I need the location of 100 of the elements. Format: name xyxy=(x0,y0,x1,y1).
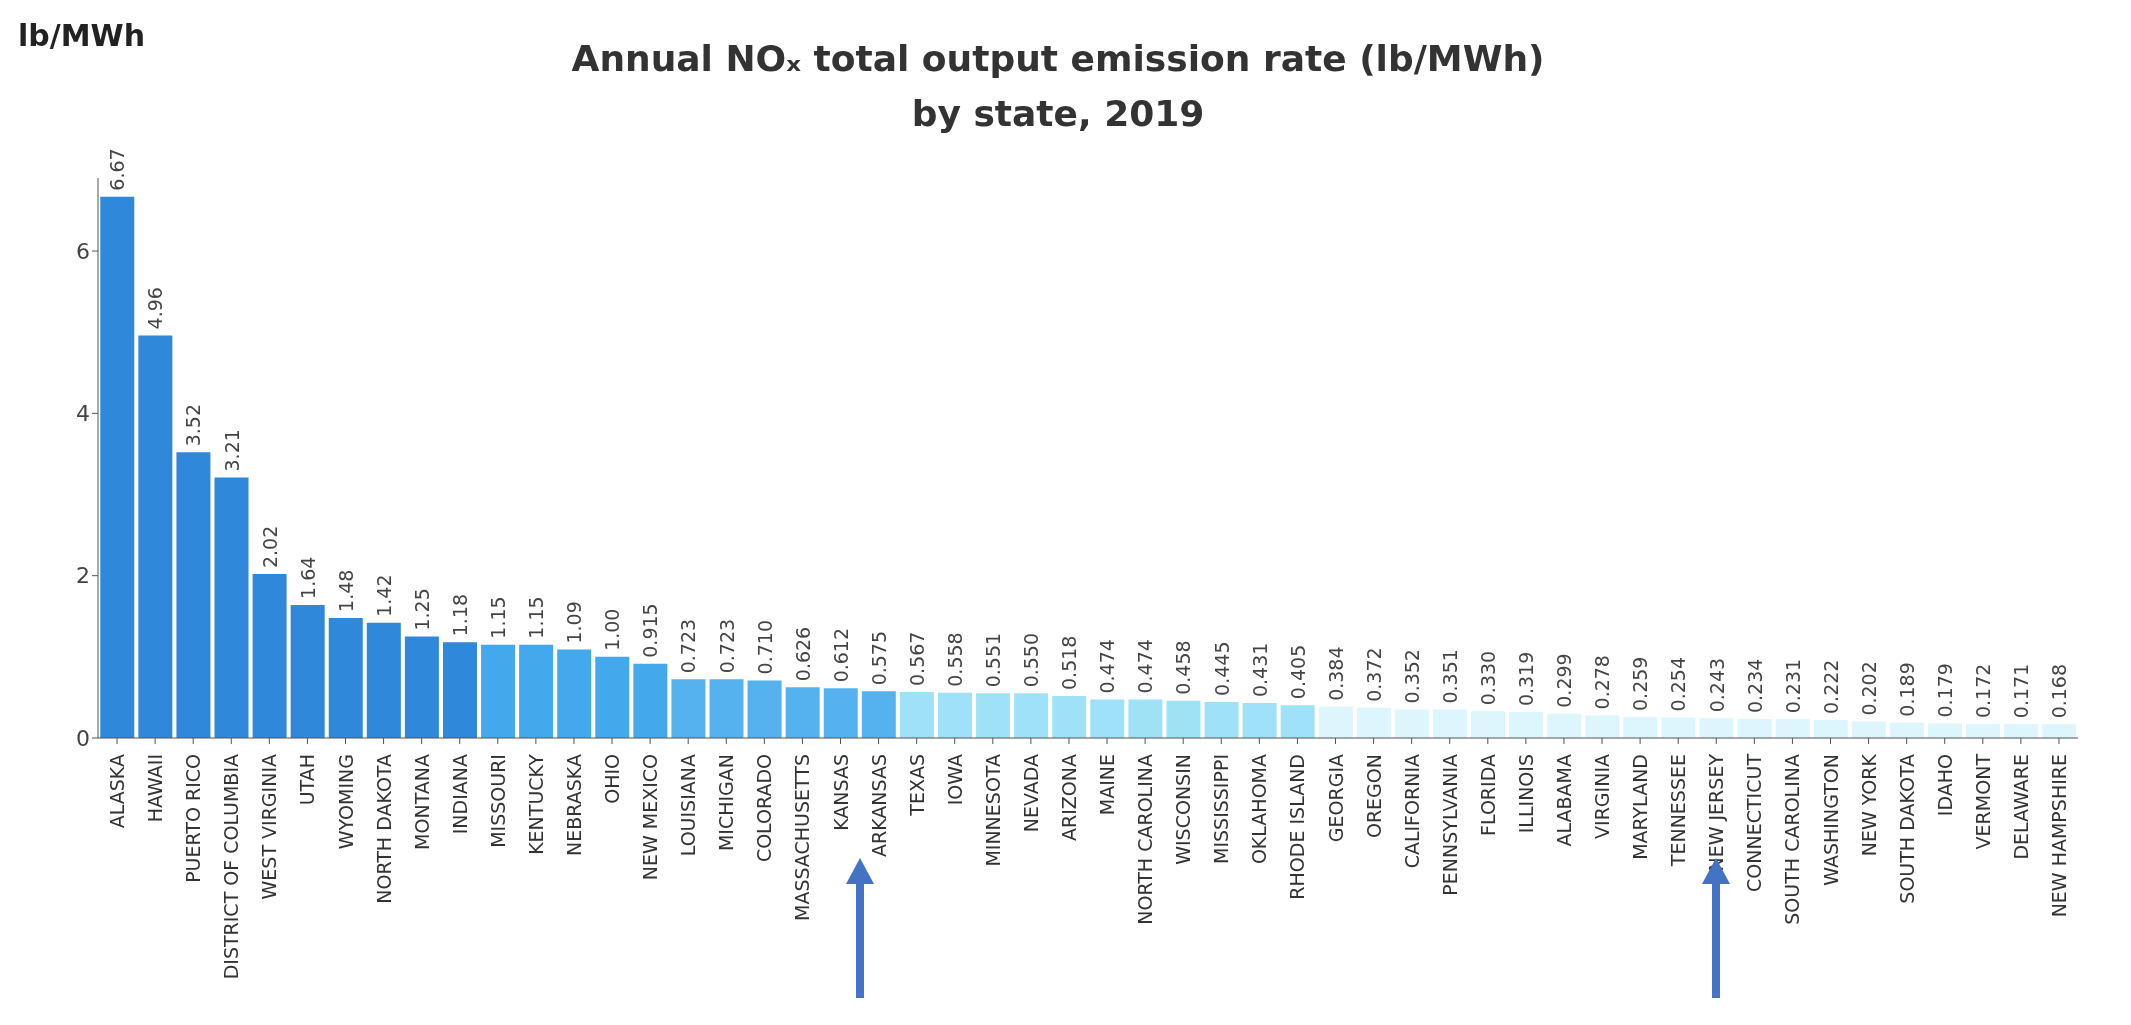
bar xyxy=(1547,713,1582,738)
data-label: 0.330 xyxy=(1477,650,1500,706)
x-tick-label: ARIZONA xyxy=(1057,754,1080,841)
data-label: 0.319 xyxy=(1515,651,1538,707)
bar xyxy=(1356,707,1391,738)
x-tick-label: DELAWARE xyxy=(2009,754,2032,860)
data-label: 0.189 xyxy=(1895,662,1918,717)
data-label: 6.67 xyxy=(106,148,129,191)
data-label: 1.15 xyxy=(487,596,510,639)
bar xyxy=(1737,719,1772,738)
x-tick-label: MICHIGAN xyxy=(715,754,738,852)
data-label: 0.518 xyxy=(1058,635,1081,690)
chart-title: Annual NOₓ total output emission rate (lb/MWh) xyxy=(571,38,1545,79)
data-label: 1.48 xyxy=(334,569,357,612)
data-label: 0.234 xyxy=(1743,658,1766,714)
bar xyxy=(1509,712,1544,738)
data-label: 0.179 xyxy=(1933,663,1956,718)
data-label: 1.18 xyxy=(448,593,471,637)
bar xyxy=(328,617,363,738)
bar xyxy=(404,636,439,738)
data-label: 0.626 xyxy=(791,626,814,682)
x-tick-label: PUERTO RICO xyxy=(182,754,205,883)
x-tick-label: WYOMING xyxy=(334,754,357,850)
bar xyxy=(2042,724,2077,738)
data-label: 1.42 xyxy=(372,574,395,617)
x-tick-label: NEW MEXICO xyxy=(639,754,662,881)
data-label: 0.445 xyxy=(1210,641,1233,696)
x-tick-label: MINNESOTA xyxy=(981,754,1004,867)
bar xyxy=(595,656,630,738)
x-tick-label: GEORGIA xyxy=(1324,754,1347,843)
x-tick-label: VERMONT xyxy=(1971,753,1994,850)
data-label: 0.171 xyxy=(2010,663,2033,719)
bar xyxy=(1966,724,2001,738)
data-label: 0.458 xyxy=(1172,640,1195,695)
bar xyxy=(1889,722,1924,738)
x-tick-label: INDIANA xyxy=(448,754,471,835)
bar xyxy=(1927,723,1962,738)
x-tick-label: MARYLAND xyxy=(1629,754,1652,860)
data-label: 0.567 xyxy=(905,631,928,686)
data-label: 0.243 xyxy=(1705,657,1728,713)
bar xyxy=(1471,711,1506,738)
y-tick-label: 2 xyxy=(76,563,90,589)
data-label: 0.431 xyxy=(1248,642,1271,698)
data-label: 0.351 xyxy=(1438,649,1461,704)
x-tick-label: KENTUCKY xyxy=(524,753,547,855)
x-tick-label: MISSISSIPPI xyxy=(1210,754,1233,864)
data-label: 1.15 xyxy=(525,596,548,639)
bar xyxy=(1280,705,1315,738)
x-tick-label: NEW YORK xyxy=(1857,753,1880,857)
data-label: 1.09 xyxy=(563,601,586,644)
x-tick-label: OKLAHOMA xyxy=(1248,754,1271,865)
y-tick-label: 6 xyxy=(76,238,90,264)
x-tick-label: COLORADO xyxy=(753,754,776,863)
data-label: 0.202 xyxy=(1857,661,1880,716)
x-tick-label: ARKANSAS xyxy=(867,754,890,858)
y-axis-title: lb/MWh xyxy=(18,18,146,53)
x-tick-label: CALIFORNIA xyxy=(1400,754,1423,869)
bar xyxy=(176,452,211,738)
bar xyxy=(519,644,554,738)
x-tick-label: MONTANA xyxy=(410,754,433,850)
x-tick-label: MISSOURI xyxy=(486,754,509,848)
bar xyxy=(1585,715,1620,738)
bar xyxy=(557,649,592,738)
data-label: 4.96 xyxy=(144,287,167,330)
data-label: 0.474 xyxy=(1096,639,1119,694)
bar xyxy=(1318,706,1353,738)
bar xyxy=(481,644,516,738)
bar xyxy=(671,679,706,738)
bar xyxy=(1090,699,1125,738)
x-tick-label: NEBRASKA xyxy=(562,754,585,856)
bar xyxy=(937,692,972,738)
data-label: 1.25 xyxy=(410,588,433,631)
data-label: 0.551 xyxy=(982,632,1005,688)
data-label: 0.254 xyxy=(1667,656,1690,712)
bar xyxy=(976,693,1011,738)
bar xyxy=(1204,701,1239,738)
data-label: 3.21 xyxy=(220,429,243,472)
data-label: 0.405 xyxy=(1286,644,1309,700)
bar xyxy=(100,196,135,738)
data-label: 0.384 xyxy=(1324,646,1347,701)
x-tick-label: TENNESSEE xyxy=(1667,754,1690,868)
x-tick-label: SOUTH DAKOTA xyxy=(1895,754,1918,904)
bar xyxy=(1775,719,1810,738)
bar xyxy=(1014,693,1049,738)
bar xyxy=(1432,709,1467,738)
data-label: 0.915 xyxy=(639,603,662,658)
data-label: 0.474 xyxy=(1134,639,1157,694)
data-label: 0.372 xyxy=(1362,647,1385,702)
x-tick-label: FLORIDA xyxy=(1476,754,1499,836)
data-label: 0.723 xyxy=(715,618,738,674)
data-label: 3.52 xyxy=(182,404,205,447)
data-label: 0.575 xyxy=(867,630,890,686)
x-tick-label: ILLINOIS xyxy=(1514,754,1537,834)
data-label: 1.00 xyxy=(601,608,624,651)
bar xyxy=(1851,721,1886,738)
x-tick-label: DISTRICT OF COLUMBIA xyxy=(220,754,243,980)
bar xyxy=(899,691,934,738)
data-label: 0.172 xyxy=(1972,663,1995,719)
bar xyxy=(747,680,782,738)
x-tick-label: VIRGINIA xyxy=(1591,754,1614,839)
